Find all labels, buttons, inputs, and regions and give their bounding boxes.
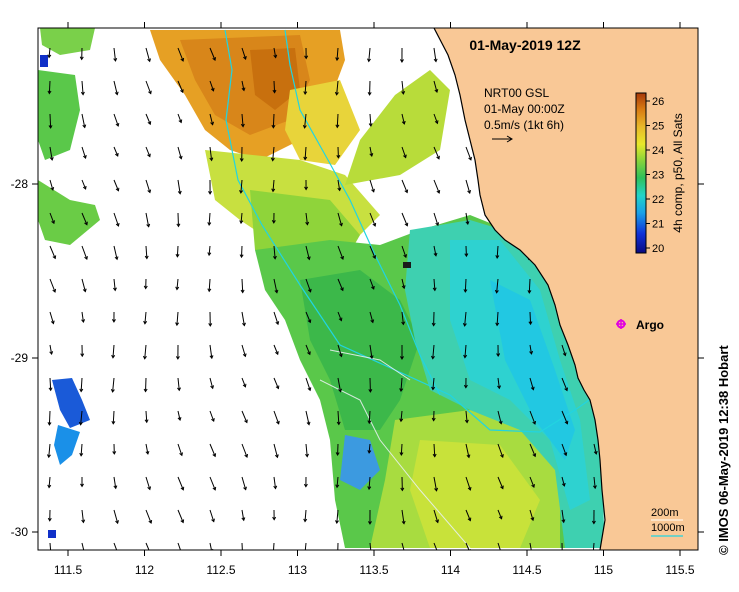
y-tick-label: -28 — [11, 177, 29, 191]
colorbar-tick-label: 24 — [652, 145, 664, 157]
x-tick-label: 114 — [441, 563, 460, 577]
colorbar-tick-label: 23 — [652, 170, 664, 182]
imos-credit: © IMOS 06-May-2019 12:38 Hobart — [716, 345, 731, 555]
colorbar-tick-label: 25 — [652, 121, 664, 133]
current-legend-line1: NRT00 GSL — [484, 86, 549, 100]
depth-legend-1000m: 1000m — [651, 522, 685, 534]
y-tick-label: -30 — [11, 525, 29, 539]
x-tick-label: 115.5 — [665, 563, 694, 577]
y-tick-label: -29 — [11, 351, 29, 365]
x-tick-label: 113.5 — [359, 563, 388, 577]
current-legend: NRT00 GSL 01-May 00:00Z 0.5m/s (1kt 6h) — [484, 86, 565, 143]
bathymetry-contours — [224, 29, 593, 433]
depth-legend-200m: 200m — [651, 507, 679, 519]
x-tick-label: 114.5 — [512, 563, 541, 577]
x-axis: 111.5 112 112.5 113 113.5 114 114.5 115 115.5 — [54, 22, 695, 577]
current-legend-line2: 01-May 00:00Z — [484, 102, 565, 116]
colorbar-tick-label: 22 — [652, 194, 664, 206]
coastline — [433, 28, 606, 550]
argo-float-marker[interactable]: Argo — [616, 318, 664, 332]
colorbar-label: 4h comp, p50, All Sats — [671, 113, 685, 232]
x-tick-label: 115 — [594, 563, 613, 577]
colorbar-tick-label: 26 — [652, 96, 664, 108]
sst-field — [38, 28, 605, 548]
map-frame — [37, 27, 699, 551]
x-tick-label: 112.5 — [206, 563, 235, 577]
map-plot-area — [38, 28, 698, 550]
argo-label: Argo — [636, 318, 664, 332]
depth-legend: 200m 1000m — [651, 507, 685, 537]
x-tick-label: 112 — [135, 563, 154, 577]
colorbar-tick-label: 20 — [652, 243, 664, 255]
colorbar-scale — [635, 92, 647, 254]
sst-colorbar: 26 25 24 23 22 21 20 4h comp, p50, All Sats — [635, 92, 685, 255]
x-tick-label: 113 — [288, 563, 307, 577]
map-title: 01-May-2019 12Z — [469, 37, 581, 53]
x-tick-label: 111.5 — [54, 563, 83, 577]
current-legend-line3: 0.5m/s (1kt 6h) — [484, 118, 564, 132]
colorbar-tick-label: 21 — [652, 219, 664, 231]
y-axis: -28 -29 -30 — [11, 177, 704, 539]
land-mass — [434, 28, 698, 550]
